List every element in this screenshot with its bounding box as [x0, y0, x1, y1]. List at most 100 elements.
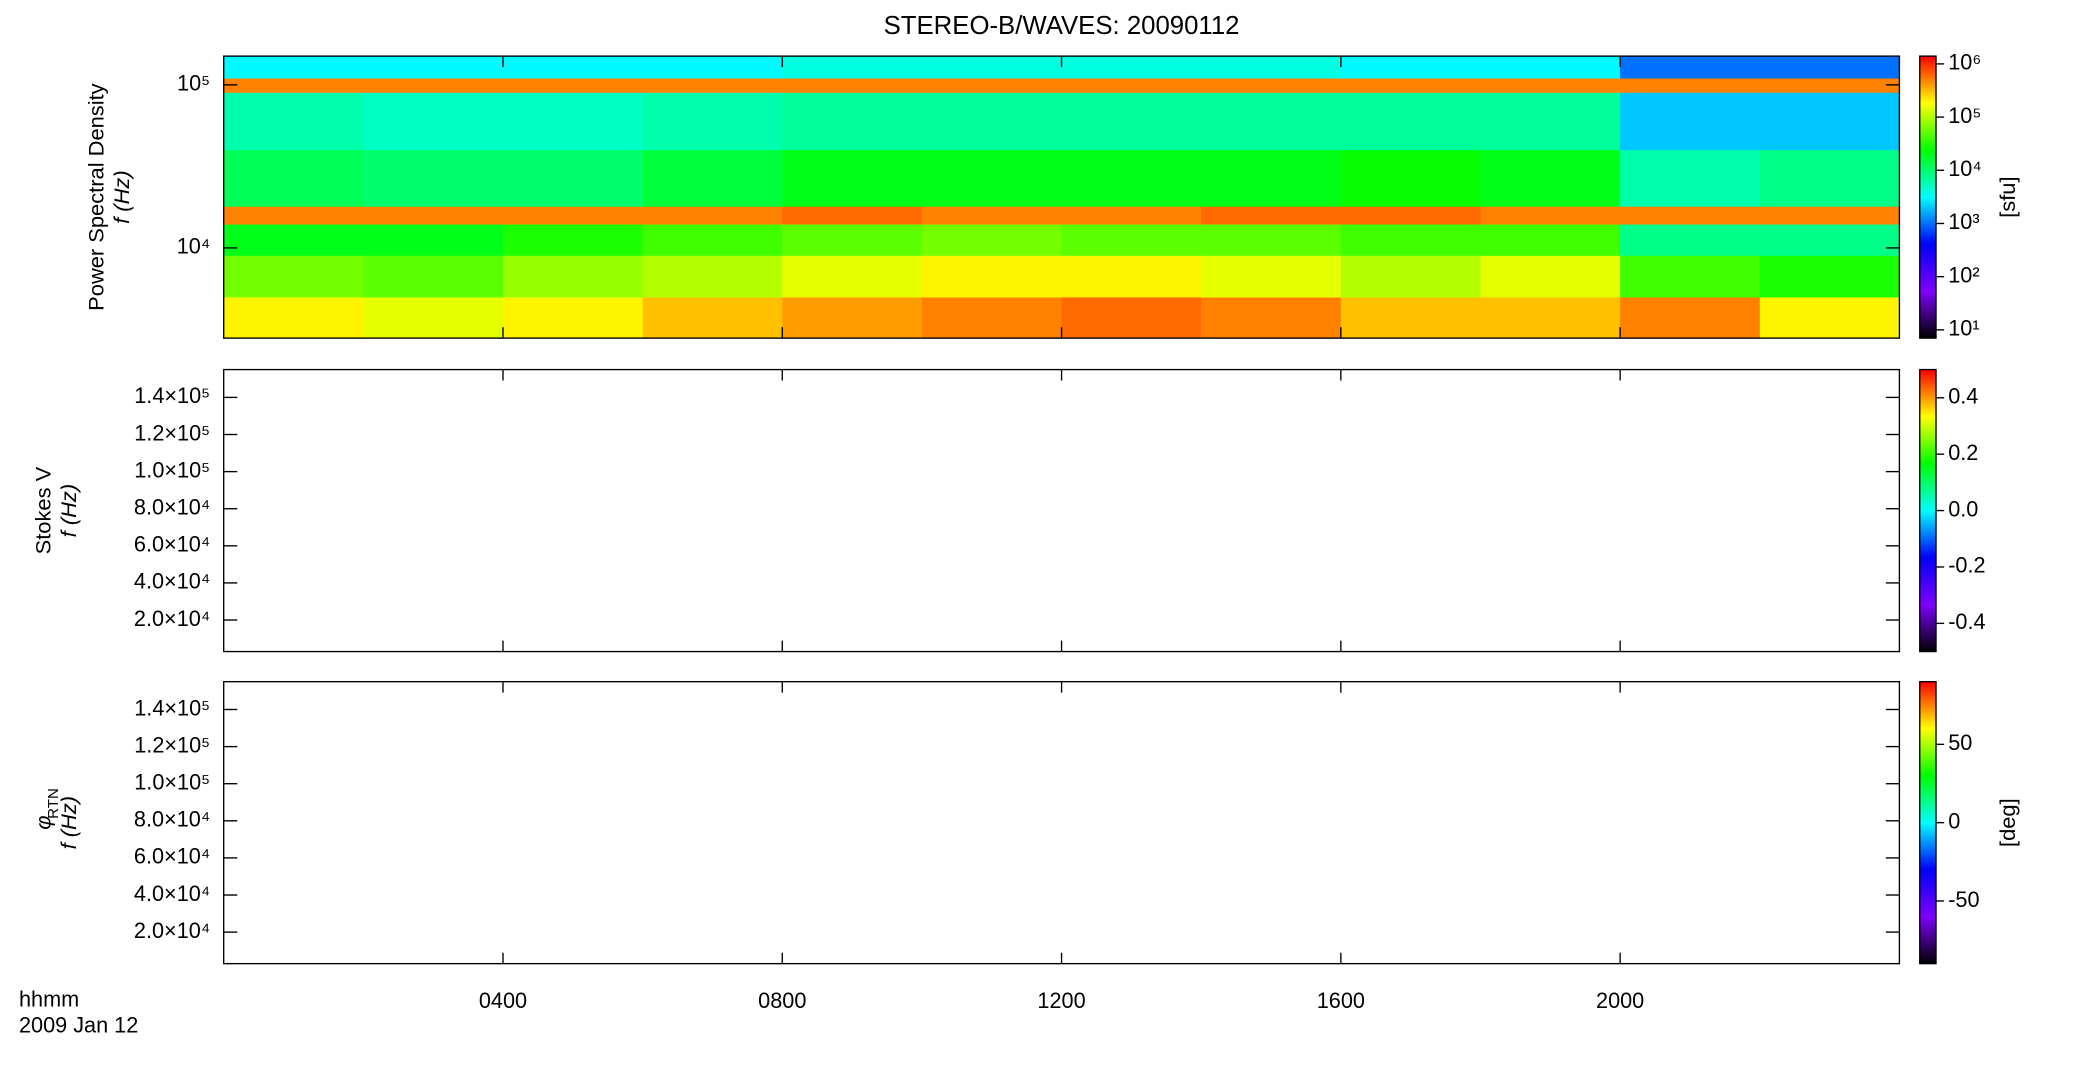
y-tick-label: 4.0×10⁴ — [134, 569, 210, 594]
heatmap-cell — [363, 56, 504, 79]
heatmap-cell — [502, 297, 644, 339]
y-axis-label: f (Hz) — [109, 170, 134, 223]
y-tick-label: 8.0×10⁴ — [134, 806, 210, 831]
heatmap-cell — [921, 78, 1062, 93]
colorbar-tick-label: -0.2 — [1948, 553, 1985, 578]
colorbar-label: [deg] — [1995, 798, 2020, 847]
heatmap-cell — [1480, 206, 1621, 225]
heatmap-cell — [1340, 149, 1481, 207]
heatmap-cell — [782, 206, 923, 225]
heatmap-cell — [1620, 206, 1761, 225]
heatmap-cell — [1620, 297, 1761, 339]
heatmap-cell — [1620, 78, 1761, 93]
heatmap-cell — [363, 78, 504, 93]
heatmap-cell — [502, 206, 644, 225]
y-tick-label: 1.4×10⁵ — [134, 383, 210, 408]
heatmap-cell — [223, 92, 364, 151]
colorbar — [1919, 680, 1937, 965]
heatmap-cell — [921, 255, 1062, 298]
y-tick-label: 6.0×10⁴ — [134, 844, 210, 869]
heatmap-cell — [1759, 149, 1900, 207]
y-axis-label-sub: RTN — [45, 788, 62, 819]
x-tick-label: 0800 — [758, 988, 806, 1013]
heatmap-cell — [1480, 149, 1621, 207]
colorbar-tick-label: 0.0 — [1948, 496, 1978, 521]
heatmap-cell — [1480, 255, 1621, 298]
heatmap-cell — [223, 78, 364, 93]
heatmap-cell — [1480, 224, 1621, 256]
heatmap-cell — [642, 56, 783, 79]
y-axis-label: φ — [31, 816, 56, 830]
colorbar-tick-label: 10² — [1948, 262, 1979, 287]
colorbar-tick-label: 50 — [1948, 730, 1972, 755]
x-tick-label: 0400 — [479, 988, 527, 1013]
heatmap-cell — [223, 224, 364, 256]
colorbar-tick-label: 10¹ — [1948, 316, 1979, 341]
heatmap-cell — [1061, 255, 1202, 298]
x-axis-label: hhmm — [19, 986, 79, 1011]
heatmap-cell — [1201, 149, 1342, 207]
heatmap-cell — [1201, 297, 1342, 339]
heatmap-cell — [223, 149, 364, 207]
heatmap-cell — [502, 255, 644, 298]
colorbar-tick-label: 10⁶ — [1948, 50, 1981, 75]
heatmap-cell — [642, 224, 783, 256]
heatmap-cell — [1201, 255, 1342, 298]
heatmap-cell — [921, 56, 1062, 79]
heatmap-cell — [642, 255, 783, 298]
heatmap-cell — [1759, 56, 1900, 79]
colorbar-tick-label: 10⁴ — [1948, 156, 1981, 181]
heatmap-cell — [223, 297, 364, 339]
y-axis-label: f (Hz) — [56, 484, 81, 537]
heatmap-cell — [363, 255, 504, 298]
heatmap-cell — [1480, 78, 1621, 93]
colorbar-label: [sfu] — [1995, 176, 2020, 217]
heatmap-cell — [782, 149, 923, 207]
heatmap-cell — [921, 206, 1062, 225]
heatmap-cell — [782, 297, 923, 339]
heatmap-cell — [1759, 92, 1900, 151]
heatmap-cell — [1340, 297, 1481, 339]
heatmap-cell — [921, 149, 1062, 207]
y-axis-label: f (Hz) — [56, 796, 81, 849]
heatmap-cell — [782, 56, 923, 79]
plot-frame — [223, 680, 1901, 965]
heatmap-cell — [363, 224, 504, 256]
heatmap-cell — [642, 297, 783, 339]
colorbar-tick-label: 0.4 — [1948, 383, 1978, 408]
y-tick-label: 1.0×10⁵ — [134, 457, 210, 482]
colorbar — [1919, 368, 1937, 653]
heatmap-cell — [1340, 56, 1481, 79]
heatmap-cell — [1480, 297, 1621, 339]
heatmap-cell — [1480, 92, 1621, 151]
heatmap-cell — [1340, 255, 1481, 298]
heatmap-cell — [1759, 255, 1900, 298]
y-tick-label: 2.0×10⁴ — [134, 918, 210, 943]
y-tick-label: 1.0×10⁵ — [134, 769, 210, 794]
chart-title: STEREO-B/WAVES: 20090112 — [884, 12, 1240, 40]
heatmap-cell — [1759, 78, 1900, 93]
heatmap-cell — [1201, 224, 1342, 256]
heatmap-cell — [1340, 206, 1481, 225]
y-axis-label: Stokes V — [31, 466, 56, 554]
heatmap-cell — [502, 92, 644, 151]
heatmap-cell — [1340, 224, 1481, 256]
heatmap-cell — [1340, 78, 1481, 93]
colorbar-tick-label: 0.2 — [1948, 440, 1978, 465]
x-tick-label: 1600 — [1317, 988, 1365, 1013]
heatmap-cell — [1620, 255, 1761, 298]
heatmap-cell — [782, 78, 923, 93]
heatmap-cell — [1061, 206, 1202, 225]
y-tick-label: 2.0×10⁴ — [134, 606, 210, 631]
heatmap-cell — [1201, 78, 1342, 93]
y-tick-label: 8.0×10⁴ — [134, 494, 210, 519]
heatmap-cell — [782, 255, 923, 298]
colorbar — [1919, 55, 1937, 339]
heatmap-cell — [223, 206, 364, 225]
heatmap-cell — [1620, 224, 1761, 256]
heatmap-cell — [642, 149, 783, 207]
heatmap-cell — [1759, 297, 1900, 339]
heatmap-cell — [223, 56, 364, 79]
heatmap-cell — [1061, 297, 1202, 339]
heatmap-cell — [782, 92, 923, 151]
